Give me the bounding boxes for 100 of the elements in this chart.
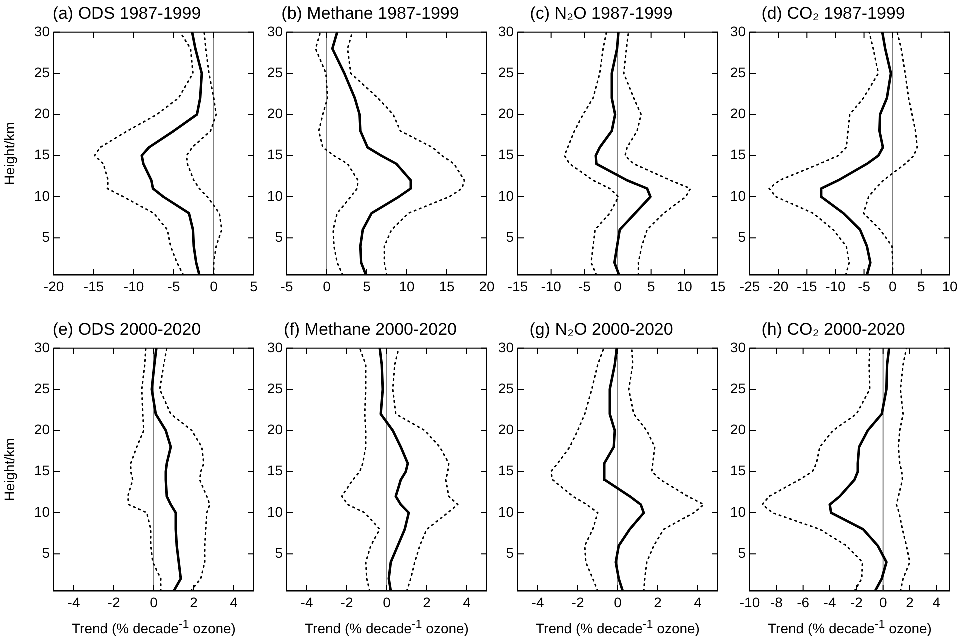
y-tick-label: 15 — [498, 146, 514, 163]
x-tick-label: 10 — [676, 278, 693, 294]
x-tick-label: -8 — [770, 594, 784, 610]
x-tick-label: -20 — [44, 278, 64, 294]
x-tick-label: -2 — [572, 594, 584, 610]
x-tick-label: -15 — [508, 278, 528, 294]
y-tick-label: 5 — [275, 229, 284, 246]
chart-title: (a) ODS 1987-1999 — [52, 4, 202, 23]
x-tick-label: 5 — [918, 278, 926, 294]
y-tick-label: 30 — [498, 23, 514, 40]
x-tick-label: -10 — [740, 594, 760, 610]
x-tick-label: 0 — [323, 278, 332, 294]
chart-title: (c) N₂O 1987-1999 — [530, 4, 673, 23]
x-tick-label: 2 — [906, 594, 914, 610]
x-tick-label: -5 — [858, 278, 871, 294]
x-tick-label: -25 — [740, 278, 760, 294]
y-tick-label: 15 — [730, 462, 746, 479]
y-tick-label: 20 — [730, 422, 746, 438]
y-tick-label: 5 — [42, 229, 50, 246]
y-tick-label: 25 — [34, 380, 50, 396]
x-tick-label: -4 — [824, 594, 836, 610]
y-tick-label: 30 — [267, 23, 284, 40]
y-tick-label: 15 — [34, 462, 50, 479]
x-tick-label: 15 — [439, 278, 455, 294]
x-tick-label: 4 — [230, 594, 238, 610]
y-tick-label: 5 — [275, 545, 284, 562]
chart-title: (f) Methane 2000-2020 — [284, 320, 457, 339]
y-tick-label: 25 — [498, 64, 514, 80]
x-tick-label: 4 — [932, 594, 941, 610]
y-tick-label: 30 — [34, 339, 50, 356]
y-tick-label: 15 — [34, 146, 50, 163]
x-tick-label: 0 — [150, 594, 158, 610]
y-tick-label: 10 — [730, 504, 746, 520]
x-tick-label: -2 — [850, 594, 864, 610]
x-tick-label: 2 — [423, 594, 432, 610]
x-axis-title: Trend (% decade$^{-1}$ ozone) — [767, 617, 933, 637]
y-tick-label: 10 — [498, 188, 514, 204]
x-tick-label: -4 — [300, 594, 314, 610]
chart-title: (d) CO₂ 1987-1999 — [762, 4, 906, 23]
x-tick-label: 0 — [614, 278, 622, 294]
y-tick-label: 20 — [34, 106, 50, 122]
x-tick-label: -10 — [541, 278, 562, 294]
x-tick-label: -4 — [532, 594, 544, 610]
y-tick-label: 5 — [42, 545, 50, 562]
x-tick-label: 4 — [694, 594, 702, 610]
y-tick-label: 10 — [34, 188, 50, 204]
y-tick-label: 30 — [730, 23, 746, 40]
x-tick-label: 5 — [250, 278, 258, 294]
chart-title: (g) N₂O 2000-2020 — [530, 320, 674, 339]
y-axis-title: Height/km — [1, 438, 18, 502]
x-tick-label: 20 — [479, 278, 495, 294]
y-tick-label: 25 — [730, 380, 746, 396]
x-tick-label: 2 — [654, 594, 662, 610]
y-tick-label: 15 — [498, 462, 514, 479]
y-tick-label: 25 — [267, 64, 284, 80]
x-axis-title: Trend (% decade$^{-1}$ ozone) — [304, 617, 470, 637]
x-tick-label: -4 — [68, 594, 80, 610]
y-tick-label: 10 — [498, 504, 514, 520]
x-tick-label: -2 — [340, 594, 354, 610]
x-axis-title: Trend (% decade$^{-1}$ ozone) — [535, 617, 701, 637]
y-tick-label: 10 — [267, 504, 284, 520]
x-tick-label: 0 — [383, 594, 392, 610]
x-tick-label: 0 — [888, 278, 897, 294]
y-tick-label: 30 — [498, 339, 514, 356]
y-tick-label: 25 — [267, 380, 284, 396]
y-tick-label: 5 — [738, 229, 746, 246]
y-tick-label: 20 — [730, 106, 746, 122]
x-tick-label: -15 — [84, 278, 104, 294]
x-tick-label: -20 — [768, 278, 789, 294]
x-tick-label: -10 — [826, 278, 846, 294]
x-tick-label: 4 — [463, 594, 472, 610]
y-tick-label: 5 — [506, 545, 514, 562]
y-tick-label: 20 — [498, 106, 514, 122]
x-tick-label: -5 — [280, 278, 294, 294]
y-tick-label: 10 — [730, 188, 746, 204]
y-tick-label: 20 — [34, 422, 50, 438]
y-tick-label: 25 — [34, 64, 50, 80]
x-tick-label: -5 — [168, 278, 180, 294]
y-tick-label: 25 — [730, 64, 746, 80]
x-tick-label: -2 — [108, 594, 120, 610]
y-tick-label: 15 — [267, 146, 284, 163]
y-tick-label: 5 — [506, 229, 514, 246]
x-tick-label: -5 — [578, 278, 592, 294]
x-tick-label: 0 — [210, 278, 218, 294]
x-tick-label: 15 — [710, 278, 726, 294]
x-tick-label: -15 — [797, 278, 818, 294]
y-axis-title: Height/km — [1, 122, 18, 186]
y-tick-label: 5 — [738, 545, 746, 562]
x-tick-label: -6 — [797, 594, 810, 610]
y-tick-label: 20 — [267, 422, 284, 438]
y-tick-label: 20 — [267, 106, 284, 122]
y-tick-label: 15 — [730, 146, 746, 163]
y-tick-label: 20 — [498, 422, 514, 438]
y-tick-label: 15 — [267, 462, 284, 479]
chart-title: (h) CO₂ 2000-2020 — [762, 320, 906, 339]
x-tick-label: 10 — [399, 278, 415, 294]
y-tick-label: 10 — [34, 504, 50, 520]
x-tick-label: 0 — [879, 594, 888, 610]
x-tick-label: 5 — [363, 278, 372, 294]
chart-title: (b) Methane 1987-1999 — [282, 4, 460, 23]
